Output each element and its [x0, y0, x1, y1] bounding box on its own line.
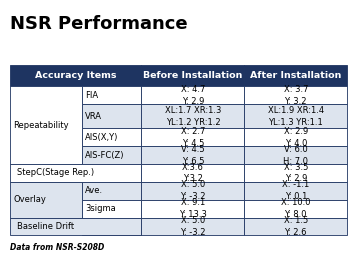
Text: AIS-FC(Z): AIS-FC(Z): [86, 151, 125, 160]
Text: FIA: FIA: [86, 91, 99, 100]
Bar: [244, 218, 347, 235]
Text: StepC(Stage Rep.): StepC(Stage Rep.): [17, 168, 94, 177]
Bar: [82, 182, 141, 200]
Text: 3sigma: 3sigma: [86, 204, 116, 213]
Text: V: 4.5
Y: 6.5: V: 4.5 Y: 6.5: [181, 145, 205, 165]
Text: XL:1.9 XR:1.4
YL:1.3 YR:1.1: XL:1.9 XR:1.4 YL:1.3 YR:1.1: [268, 106, 324, 127]
Text: X: 2.9
Y: 4.0: X: 2.9 Y: 4.0: [284, 127, 308, 148]
Bar: [244, 164, 347, 182]
Text: X: 4.7
Y: 2.9: X: 4.7 Y: 2.9: [181, 85, 205, 106]
Bar: [10, 218, 141, 235]
Text: After Installation: After Installation: [250, 71, 342, 80]
Bar: [141, 65, 244, 86]
Bar: [141, 218, 244, 235]
Text: XL:1.7 XR:1.3
YL:1.2 YR:1.2: XL:1.7 XR:1.3 YL:1.2 YR:1.2: [165, 106, 221, 127]
Text: Data from NSR-S208D: Data from NSR-S208D: [10, 243, 104, 252]
Bar: [10, 182, 82, 218]
Text: AIS(X,Y): AIS(X,Y): [86, 133, 119, 142]
Text: X: 10.0
Y: 8.0: X: 10.0 Y: 8.0: [281, 198, 311, 219]
Text: X:3.6
Y:3.2: X:3.6 Y:3.2: [182, 163, 204, 183]
Bar: [244, 200, 347, 218]
Bar: [10, 164, 141, 182]
Bar: [82, 86, 141, 104]
Bar: [141, 104, 244, 128]
Text: NSR Performance: NSR Performance: [10, 15, 187, 33]
Bar: [141, 128, 244, 146]
Bar: [82, 146, 141, 164]
Text: Baseline Drift: Baseline Drift: [17, 222, 73, 231]
Bar: [82, 128, 141, 146]
Text: X: -1.1
Y: 0.1: X: -1.1 Y: 0.1: [282, 180, 310, 201]
Bar: [141, 86, 244, 104]
Bar: [244, 65, 347, 86]
Bar: [10, 86, 82, 164]
Text: Ave.: Ave.: [86, 186, 104, 195]
Bar: [141, 146, 244, 164]
Bar: [141, 200, 244, 218]
Bar: [244, 182, 347, 200]
Text: V: 6.0
H: 7.0: V: 6.0 H: 7.0: [283, 145, 308, 165]
Bar: [82, 104, 141, 128]
Bar: [244, 104, 347, 128]
Bar: [141, 182, 244, 200]
Text: X: 9.1
Y: 13.3: X: 9.1 Y: 13.3: [179, 198, 207, 219]
Bar: [82, 200, 141, 218]
Text: X: 1.5
Y: 2.6: X: 1.5 Y: 2.6: [284, 216, 308, 237]
Text: VRA: VRA: [86, 112, 102, 121]
Text: X: 5.0
Y: -3.2: X: 5.0 Y: -3.2: [180, 180, 206, 201]
Bar: [141, 164, 244, 182]
Text: Before Installation: Before Installation: [143, 71, 242, 80]
Text: Repeatability: Repeatability: [13, 121, 69, 130]
Bar: [10, 65, 141, 86]
Bar: [82, 164, 141, 182]
Text: X: 5.0
Y: -3.2: X: 5.0 Y: -3.2: [180, 216, 206, 237]
Text: Overlay: Overlay: [13, 195, 47, 204]
Text: Accuracy Items: Accuracy Items: [35, 71, 116, 80]
Text: X: 3.5
Y: 2.9: X: 3.5 Y: 2.9: [284, 163, 308, 183]
Text: X: 2.7
Y: 4.5: X: 2.7 Y: 4.5: [181, 127, 205, 148]
Text: X: 3.7
Y: 3.2: X: 3.7 Y: 3.2: [284, 85, 308, 106]
Bar: [244, 128, 347, 146]
Bar: [244, 86, 347, 104]
Bar: [82, 218, 141, 235]
Bar: [244, 146, 347, 164]
